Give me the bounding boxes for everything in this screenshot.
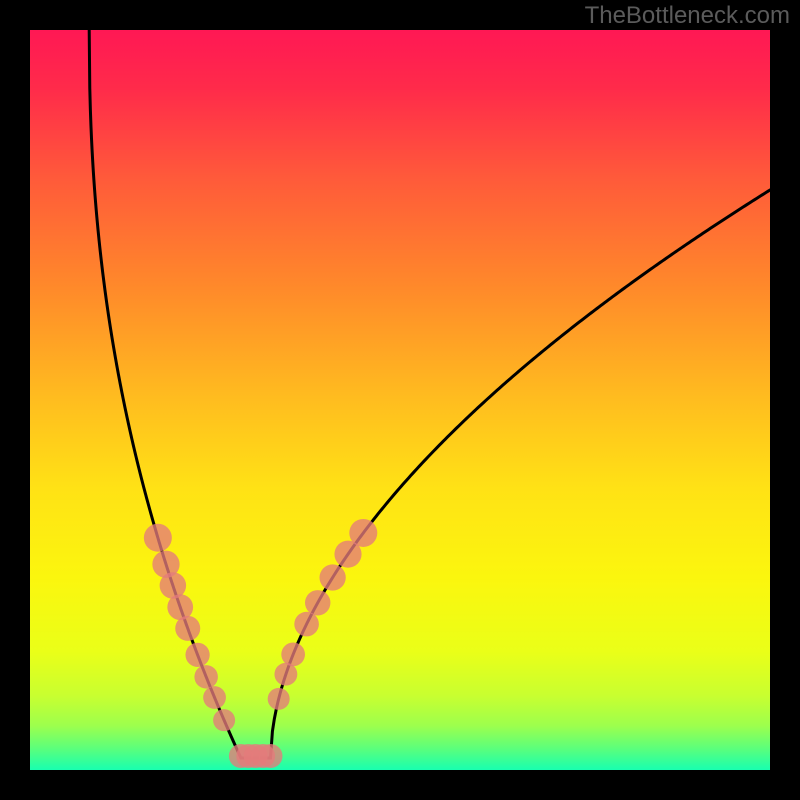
watermark-text: TheBottleneck.com (585, 2, 790, 30)
data-marker (305, 590, 330, 615)
data-marker (294, 612, 319, 637)
data-marker (213, 709, 235, 731)
data-marker (259, 744, 283, 768)
data-marker (194, 665, 218, 689)
chart-root: TheBottleneck.com (0, 0, 800, 800)
bottleneck-curve-chart (0, 0, 800, 800)
data-marker (203, 686, 226, 709)
data-marker (281, 643, 305, 667)
data-marker (185, 643, 209, 667)
data-marker (334, 541, 361, 568)
data-marker (319, 564, 345, 590)
data-marker (175, 616, 200, 641)
data-marker (274, 663, 297, 686)
data-marker (144, 524, 172, 552)
plot-background (30, 30, 770, 770)
data-marker (268, 688, 290, 710)
